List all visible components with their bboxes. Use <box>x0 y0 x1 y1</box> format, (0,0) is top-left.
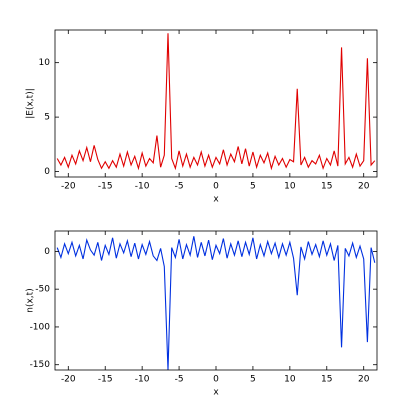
y-tick-label: 10 <box>39 58 51 68</box>
x-tick-label: 15 <box>321 375 332 385</box>
x-tick-label: -5 <box>175 375 184 385</box>
y-tick-label: 0 <box>44 247 50 257</box>
x-tick-label: -20 <box>61 375 76 385</box>
x-tick-label: 10 <box>284 375 296 385</box>
x-tick-label: 20 <box>358 375 370 385</box>
x-tick-label: -15 <box>98 375 113 385</box>
y-tick-label: -150 <box>30 360 51 370</box>
x-tick-label: 10 <box>284 182 296 192</box>
y-tick-label: 5 <box>44 113 50 123</box>
x-tick-label: 0 <box>213 375 219 385</box>
data-line <box>56 33 376 171</box>
x-axis-label: x <box>213 195 219 205</box>
y-tick-label: 0 <box>44 167 50 177</box>
x-tick-label: 15 <box>321 182 332 192</box>
axes-frame <box>54 29 378 178</box>
x-tick-label: -20 <box>61 182 76 192</box>
x-tick-label: 5 <box>250 182 256 192</box>
x-tick-label: 20 <box>358 182 370 192</box>
x-tick-label: -5 <box>175 182 184 192</box>
data-line <box>56 236 376 371</box>
y-axis-label: n(x,t) <box>26 288 36 312</box>
x-tick-label: 0 <box>213 182 219 192</box>
x-tick-label: 5 <box>250 375 256 385</box>
x-axis-label: x <box>213 388 219 398</box>
x-tick-label: -10 <box>135 182 150 192</box>
y-tick-label: -50 <box>35 285 50 295</box>
y-axis-label: |E(x,t)| <box>26 88 36 119</box>
x-tick-label: -10 <box>135 375 150 385</box>
x-tick-label: -15 <box>98 182 113 192</box>
y-tick-label: -100 <box>30 322 51 332</box>
